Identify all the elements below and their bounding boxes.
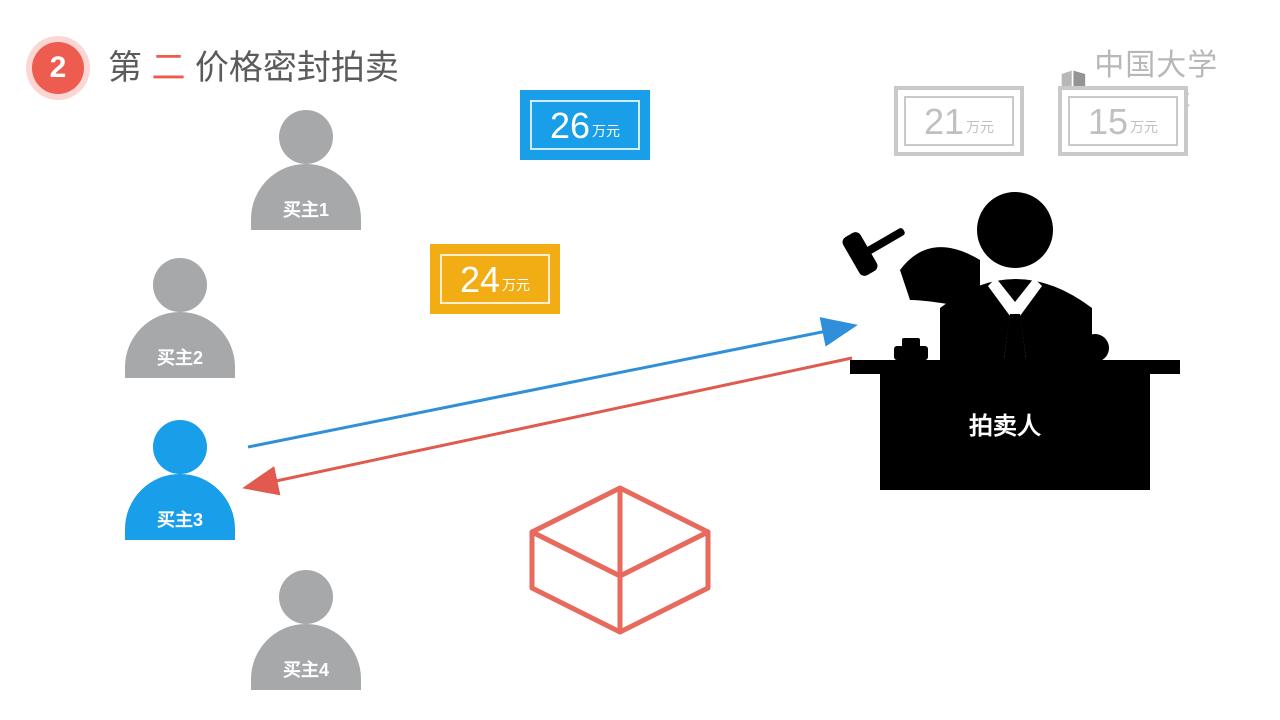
buyer-avatar: 买主3 xyxy=(120,420,240,540)
buyer-avatar: 买主2 xyxy=(120,258,240,378)
diagram-stage: 2 第 二 价格密封拍卖 中国大学MOOC 买主1买主2买主3买主4 26万元2… xyxy=(0,0,1280,720)
title-post: 价格密封拍卖 xyxy=(185,49,398,87)
buyer-label: 买主2 xyxy=(120,344,240,370)
bid-card: 21万元 xyxy=(894,86,1024,156)
title-accent: 二 xyxy=(151,49,185,87)
avatar-head-icon xyxy=(279,570,333,624)
page-title: 第 二 价格密封拍卖 xyxy=(108,40,399,89)
bid-value: 15 xyxy=(1088,104,1128,140)
avatar-head-icon xyxy=(279,110,333,164)
bid-value: 26 xyxy=(550,108,590,144)
buyer-avatar: 买主4 xyxy=(246,570,366,690)
section-number-badge: 2 xyxy=(32,42,84,94)
avatar-head-icon xyxy=(153,420,207,474)
bid-value: 21 xyxy=(924,104,964,140)
bid-value: 24 xyxy=(460,262,500,298)
auctioneer-icon xyxy=(820,190,1190,490)
bid-unit: 万元 xyxy=(502,275,530,295)
section-number: 2 xyxy=(50,51,67,85)
arrow-item-to-buyer xyxy=(248,358,852,487)
auctioneer: 拍卖人 xyxy=(820,190,1190,490)
bid-card: 15万元 xyxy=(1058,86,1188,156)
bid-unit: 万元 xyxy=(592,121,620,141)
package-box-icon xyxy=(532,488,708,720)
buyer-avatar: 买主1 xyxy=(246,110,366,230)
title-pre: 第 xyxy=(108,49,151,87)
buyer-label: 买主4 xyxy=(246,656,366,682)
bid-unit: 万元 xyxy=(966,117,994,137)
avatar-head-icon xyxy=(153,258,207,312)
bid-card: 26万元 xyxy=(520,90,650,160)
arrow-bid-to-auctioneer xyxy=(248,326,852,447)
bid-card: 24万元 xyxy=(430,244,560,314)
buyer-label: 买主3 xyxy=(120,506,240,532)
buyer-label: 买主1 xyxy=(246,196,366,222)
auctioneer-label: 拍卖人 xyxy=(820,406,1190,441)
bid-unit: 万元 xyxy=(1130,117,1158,137)
